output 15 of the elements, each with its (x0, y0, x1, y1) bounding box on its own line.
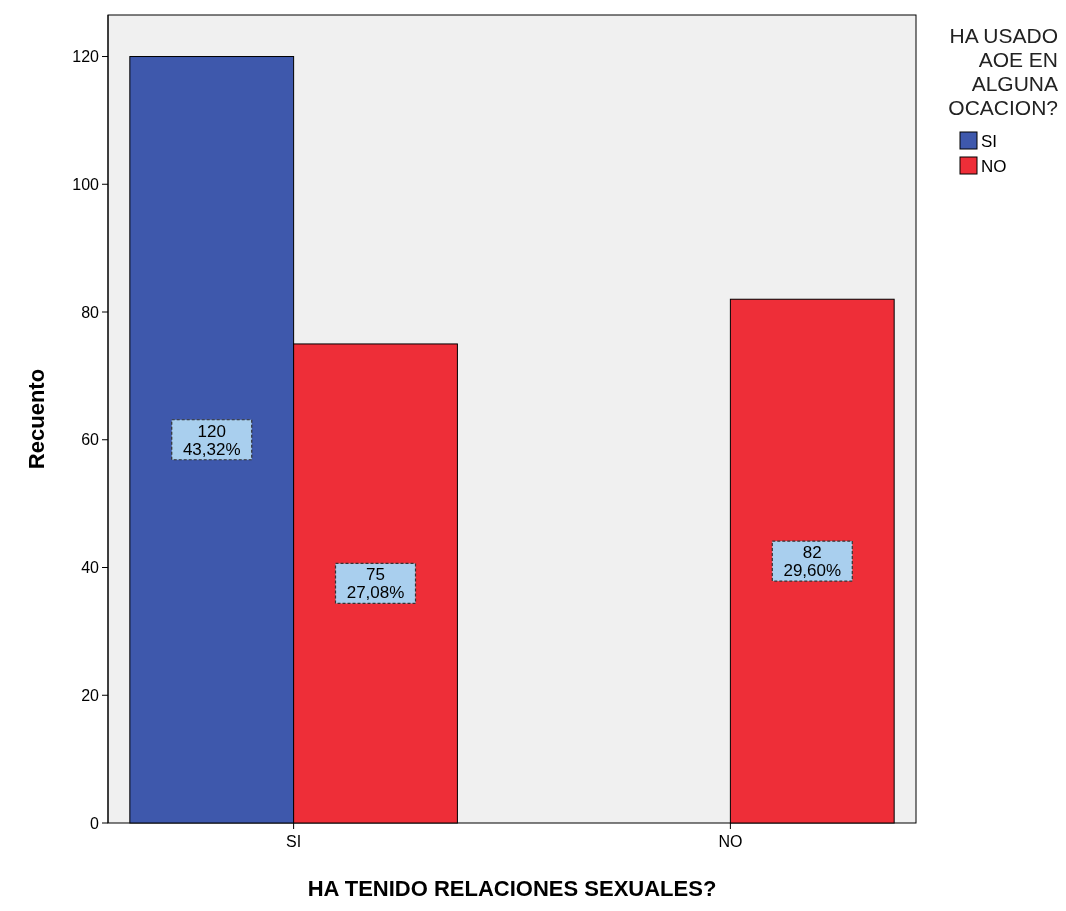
y-tick-label: 60 (81, 431, 100, 449)
y-tick-label: 120 (72, 48, 100, 66)
y-tick-label: 80 (81, 303, 100, 321)
data-label: 82 29,60% (783, 543, 842, 581)
legend-label: SI (981, 131, 998, 151)
legend-title: HA USADO AOE EN ALGUNA OCACION? (948, 24, 1058, 119)
x-axis-title: HA TENIDO RELACIONES SEXUALES? (307, 876, 717, 901)
data-label: 75 27,08% (346, 565, 405, 603)
y-tick-label: 40 (81, 559, 100, 577)
y-tick-label: 20 (81, 686, 100, 704)
y-tick-label: 0 (90, 814, 100, 832)
y-tick-label: 100 (72, 175, 100, 193)
legend-label: NO (981, 156, 1007, 176)
data-label: 120 43,32% (182, 421, 241, 459)
y-axis-title: Recuento (24, 368, 49, 470)
